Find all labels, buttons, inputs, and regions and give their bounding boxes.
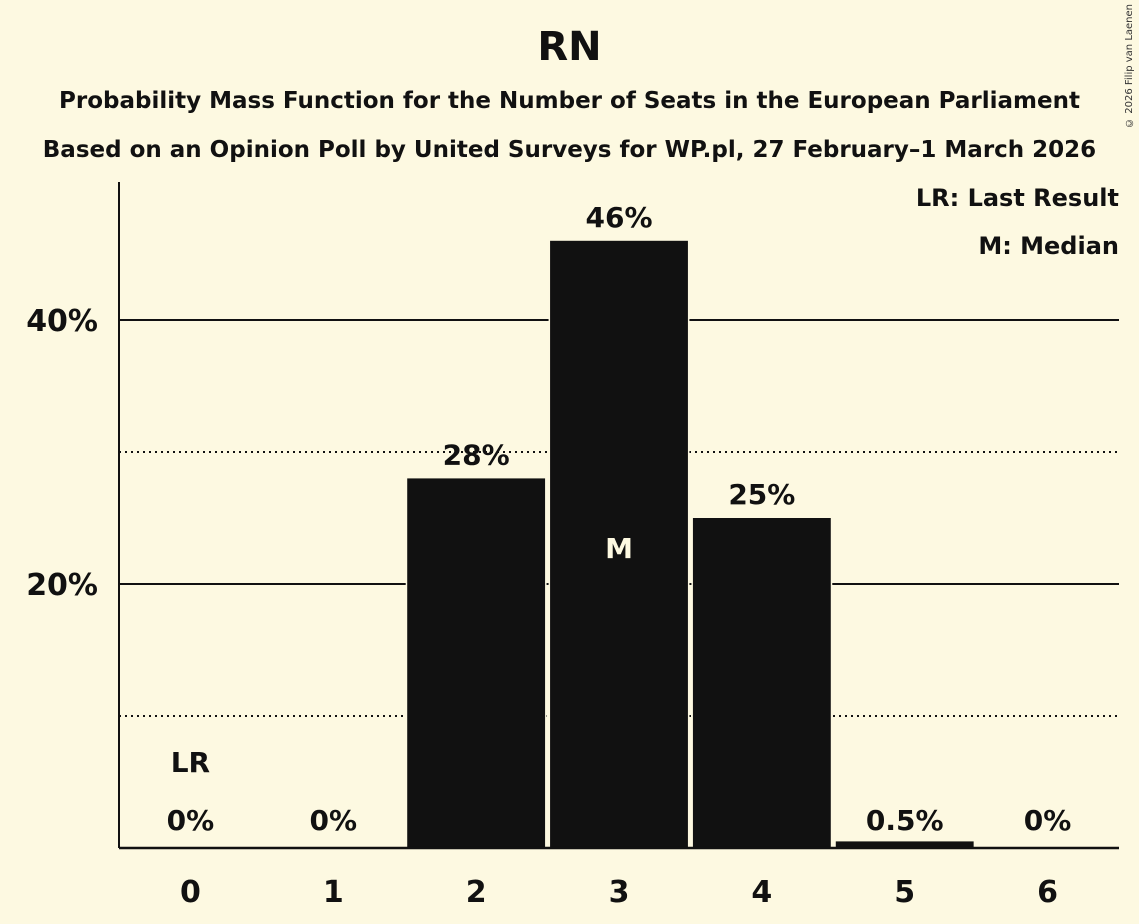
x-tick-label: 1 (323, 875, 344, 910)
x-tick-label: 0 (180, 875, 201, 910)
x-tick-label: 4 (751, 875, 772, 910)
chart-title: RN (537, 24, 602, 70)
x-tick-label: 2 (466, 875, 487, 910)
value-label: 0% (1024, 804, 1072, 837)
y-tick-label: 20% (26, 568, 98, 603)
last-result-marker: LR (171, 746, 210, 779)
median-marker: M (605, 532, 633, 565)
legend-median: M: Median (978, 232, 1119, 260)
x-tick-label: 6 (1037, 875, 1058, 910)
x-tick-label: 3 (609, 875, 630, 910)
value-label: 0% (310, 804, 358, 837)
chart-subtitle-source: Based on an Opinion Poll by United Surve… (42, 137, 1097, 163)
chart-subtitle: Probability Mass Function for the Number… (59, 88, 1080, 114)
value-label: 25% (728, 478, 795, 511)
bar-2 (407, 478, 546, 848)
value-label: 28% (443, 438, 510, 471)
y-tick-label: 40% (26, 304, 98, 339)
x-tick-label: 5 (894, 875, 915, 910)
legend-last-result: LR: Last Result (915, 184, 1119, 212)
bar-4 (692, 518, 831, 848)
value-label: 0% (167, 804, 215, 837)
bar-5 (835, 841, 974, 848)
bar-3 (550, 240, 688, 849)
value-label: 0.5% (866, 804, 944, 837)
value-label: 46% (585, 201, 652, 234)
